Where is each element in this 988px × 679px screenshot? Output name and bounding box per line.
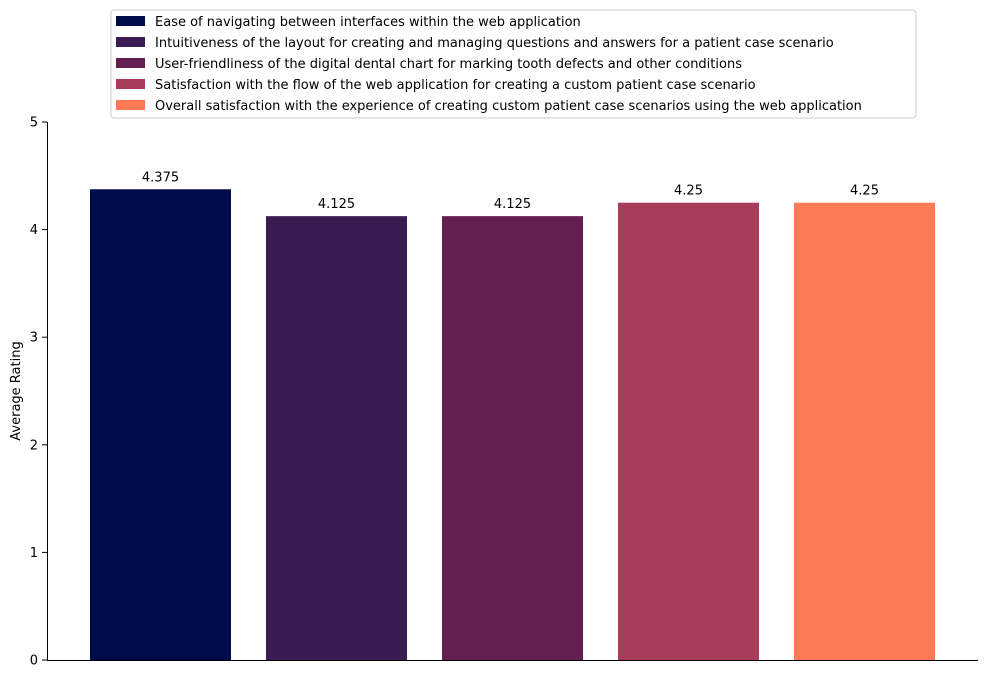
y-tick-label: 0 [30,654,38,669]
legend-label: Satisfaction with the flow of the web ap… [155,78,756,93]
bar [90,189,231,660]
y-tick-label: 2 [30,438,38,453]
bar-value-label: 4.375 [142,170,179,185]
legend-label: Overall satisfaction with the experience… [155,99,862,114]
legend-swatch [116,100,145,110]
y-tick-label: 4 [30,223,38,238]
legend: Ease of navigating between interfaces wi… [110,9,917,119]
bar-value-label: 4.125 [494,197,531,212]
legend-label: Ease of navigating between interfaces wi… [155,15,581,30]
legend-swatch [116,79,145,89]
legend-swatch [116,16,145,26]
bar [442,216,583,660]
y-axis-label: Average Rating [9,341,24,440]
legend-swatch [116,58,145,68]
legend-label: Intuitiveness of the layout for creating… [155,36,834,51]
bar-value-label: 4.25 [850,184,879,199]
legend-swatch [116,37,145,47]
bar-value-label: 4.25 [674,184,703,199]
legend-frame [110,9,917,119]
plot-area: 4.375 4.125 4.125 4.25 4.25 0 1 2 3 4 5 Average R… [9,116,978,669]
y-tick-label: 5 [30,116,38,131]
bar [266,216,407,660]
bar [794,202,935,660]
y-tick-label: 3 [30,331,38,346]
y-tick-label: 1 [30,546,38,561]
bar [618,202,759,660]
legend-label: User-friendliness of the digital dental … [155,57,742,72]
bar-value-label: 4.125 [318,197,355,212]
